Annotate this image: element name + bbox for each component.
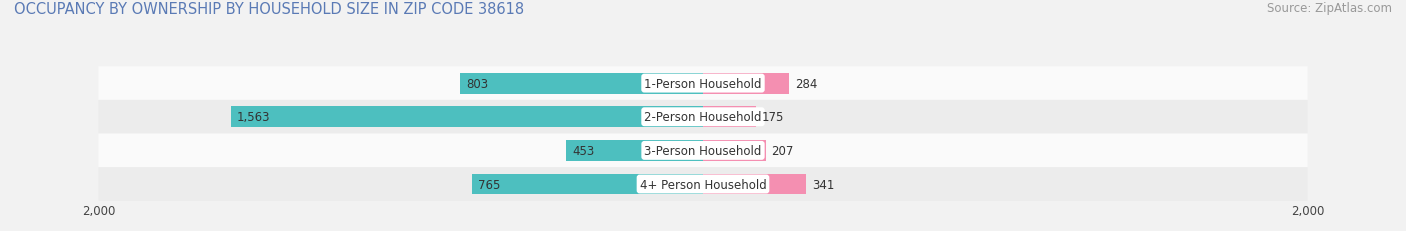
Text: 284: 284 xyxy=(794,77,817,90)
Bar xyxy=(703,73,789,94)
Text: 453: 453 xyxy=(572,144,595,157)
FancyBboxPatch shape xyxy=(98,167,1308,201)
Bar xyxy=(472,174,703,195)
Text: 1-Person Household: 1-Person Household xyxy=(644,77,762,90)
FancyBboxPatch shape xyxy=(98,100,1308,134)
Bar xyxy=(703,107,756,128)
Text: 765: 765 xyxy=(478,178,501,191)
Text: 3-Person Household: 3-Person Household xyxy=(644,144,762,157)
Text: Source: ZipAtlas.com: Source: ZipAtlas.com xyxy=(1267,2,1392,15)
Bar xyxy=(460,73,703,94)
Text: 207: 207 xyxy=(772,144,794,157)
Text: 4+ Person Household: 4+ Person Household xyxy=(640,178,766,191)
Text: 1,563: 1,563 xyxy=(236,111,270,124)
Text: 175: 175 xyxy=(762,111,785,124)
Bar xyxy=(703,140,766,161)
FancyBboxPatch shape xyxy=(98,67,1308,100)
Text: 803: 803 xyxy=(467,77,488,90)
Bar xyxy=(231,107,703,128)
Bar xyxy=(567,140,703,161)
Text: OCCUPANCY BY OWNERSHIP BY HOUSEHOLD SIZE IN ZIP CODE 38618: OCCUPANCY BY OWNERSHIP BY HOUSEHOLD SIZE… xyxy=(14,2,524,17)
Text: 2-Person Household: 2-Person Household xyxy=(644,111,762,124)
Bar xyxy=(703,174,806,195)
FancyBboxPatch shape xyxy=(98,134,1308,167)
Text: 341: 341 xyxy=(813,178,835,191)
